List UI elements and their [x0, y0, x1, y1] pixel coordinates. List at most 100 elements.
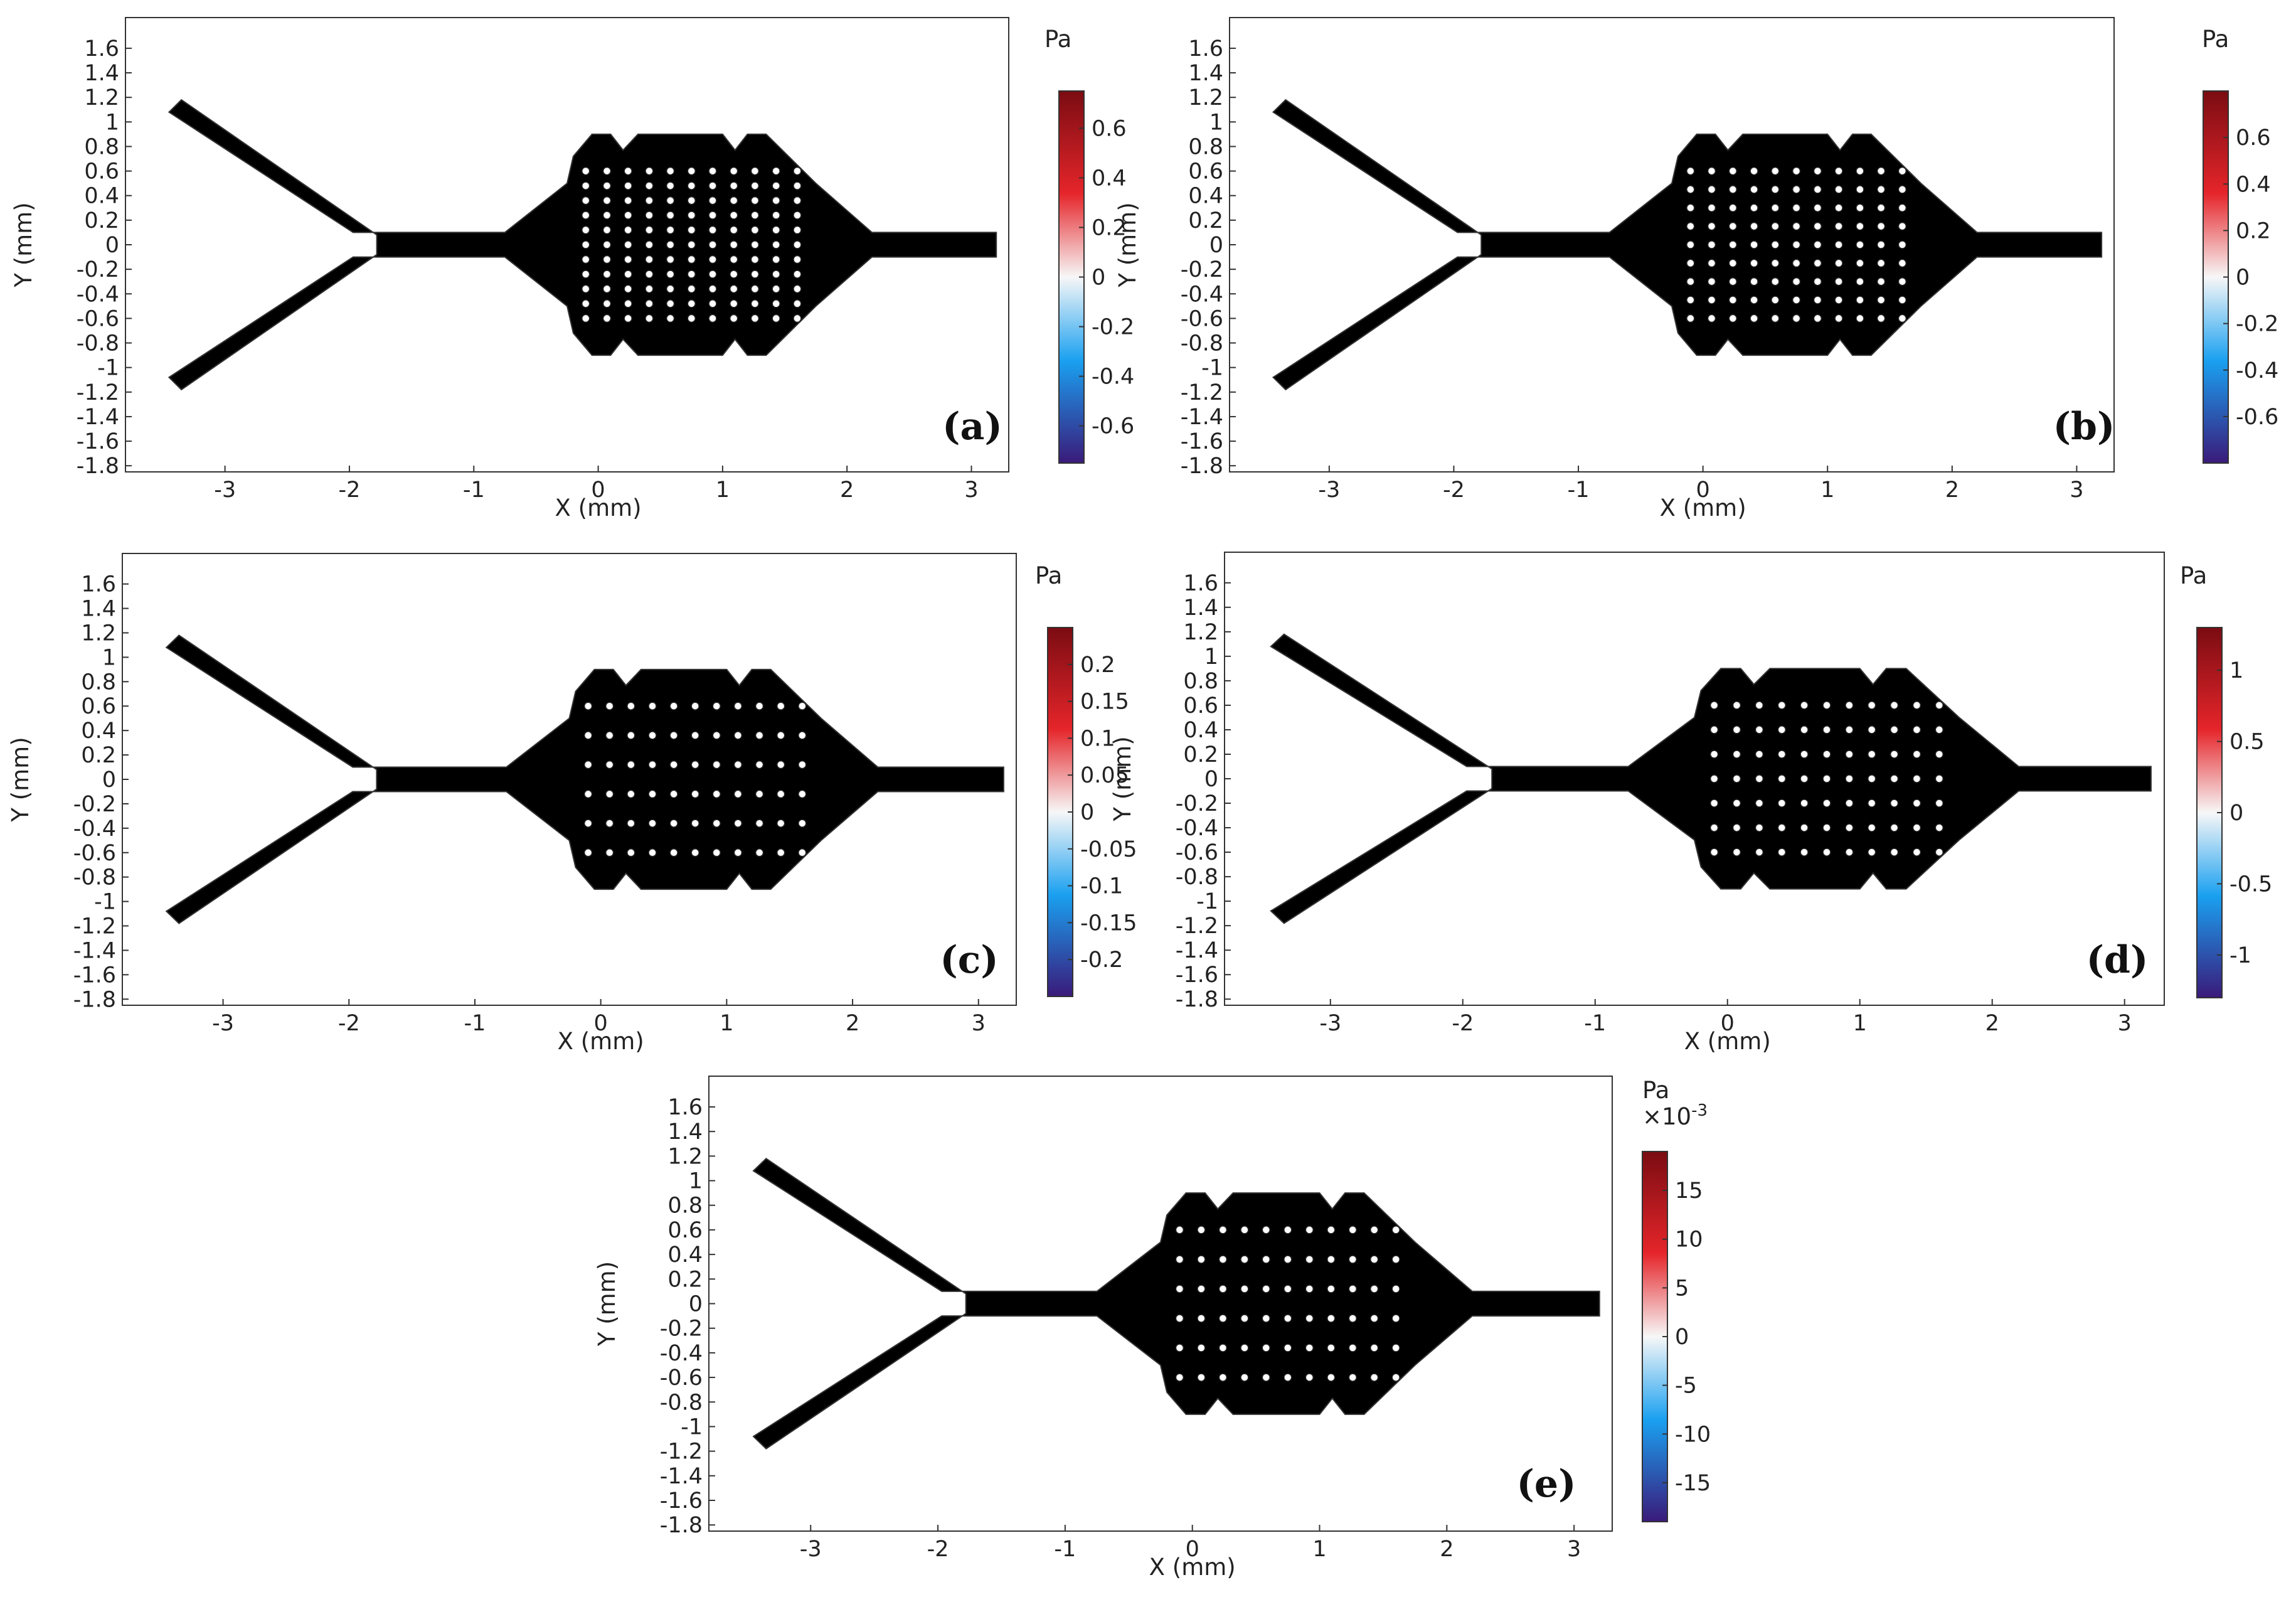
- field-cell: [523, 232, 531, 239]
- field-cell: [623, 324, 630, 331]
- field-cell: [716, 177, 723, 184]
- field-cell: [573, 245, 580, 252]
- field-cell: [592, 275, 599, 282]
- field-cell: [442, 245, 450, 252]
- field-cell: [691, 275, 698, 282]
- field-cell: [716, 349, 723, 356]
- field-cell: [785, 171, 792, 178]
- field-cell: [716, 294, 723, 301]
- field-cell: [629, 336, 636, 344]
- field-cell: [654, 140, 661, 147]
- field-cell: [642, 171, 649, 178]
- field-cell: [710, 294, 717, 301]
- field-cell: [567, 275, 574, 282]
- field-cell: [679, 159, 686, 166]
- field-cell: [343, 214, 350, 221]
- field-cell: [741, 306, 748, 313]
- field-cell: [660, 349, 667, 356]
- field-cell: [704, 324, 711, 331]
- field-cell: [555, 281, 561, 289]
- field-cell: [598, 189, 605, 196]
- field-cell: [610, 201, 618, 209]
- field-cell: [716, 201, 723, 209]
- field-cell: [561, 257, 568, 264]
- field-cell: [635, 343, 642, 350]
- field-cell: [747, 232, 755, 239]
- field-cell: [735, 257, 742, 264]
- field-cell: [567, 269, 574, 276]
- field-cell: [399, 245, 406, 252]
- field-cell: [647, 134, 655, 141]
- field-cell: [722, 250, 730, 258]
- field-cell: [728, 306, 736, 313]
- field-cell: [642, 275, 649, 282]
- field-cell: [405, 250, 412, 258]
- field-cell: [698, 343, 704, 350]
- field-cell: [585, 336, 593, 344]
- field-cell: [598, 177, 605, 184]
- field-cell: [785, 300, 792, 307]
- field-cell: [779, 245, 785, 252]
- field-cell: [735, 232, 742, 239]
- field-cell: [760, 226, 767, 233]
- field-cell: [722, 312, 730, 319]
- field-cell: [654, 257, 661, 264]
- field-cell: [635, 159, 642, 166]
- field-cell: [779, 201, 785, 209]
- field-cell: [542, 245, 549, 252]
- field-cell: [175, 373, 182, 381]
- field-cell: [760, 324, 767, 331]
- field-cell: [785, 245, 792, 252]
- field-cell: [747, 269, 755, 276]
- field-cell: [604, 306, 612, 313]
- field-cell: [647, 232, 655, 239]
- field-cell: [716, 195, 723, 203]
- field-cell: [418, 238, 425, 245]
- field-cell: [610, 263, 618, 270]
- field-cell: [728, 294, 736, 301]
- field-cell: [579, 318, 587, 325]
- field-cell: [679, 195, 686, 203]
- field-cell: [287, 183, 294, 190]
- field-cell: [698, 312, 704, 319]
- field-cell: [635, 318, 642, 325]
- field-cell: [442, 232, 450, 239]
- field-cell: [735, 312, 742, 319]
- field-cell: [635, 300, 642, 307]
- field-cell: [785, 306, 792, 313]
- field-cell: [679, 349, 686, 356]
- field-cell: [194, 115, 201, 123]
- field-cell: [585, 177, 593, 184]
- field-cell: [698, 171, 704, 178]
- field-cell: [598, 349, 605, 356]
- field-cell: [691, 220, 698, 227]
- field-cell: [785, 324, 792, 331]
- field-cell: [797, 281, 804, 289]
- field-cell: [760, 281, 767, 289]
- field-cell: [760, 134, 767, 141]
- field-cell: [585, 294, 593, 301]
- field-cell: [498, 232, 506, 239]
- field-cell: [436, 250, 444, 258]
- field-cell: [610, 214, 618, 221]
- field-cell: [561, 226, 568, 233]
- field-cell: [803, 195, 811, 203]
- field-cell: [772, 275, 779, 282]
- field-cell: [747, 140, 755, 147]
- field-cell: [735, 324, 742, 331]
- field-cell: [785, 208, 792, 215]
- field-cell: [722, 269, 730, 276]
- field-cell: [716, 336, 723, 344]
- field-cell: [555, 201, 561, 209]
- field-cell: [579, 336, 587, 344]
- field-cell: [791, 232, 798, 239]
- field-cell: [548, 263, 555, 270]
- field-cell: [679, 257, 686, 264]
- field-cell: [710, 336, 717, 344]
- field-cell: [386, 232, 394, 239]
- field-cell: [610, 306, 618, 313]
- field-cell: [592, 226, 599, 233]
- field-cell: [573, 208, 580, 215]
- field-cell: [716, 331, 723, 338]
- field-cell: [747, 250, 755, 258]
